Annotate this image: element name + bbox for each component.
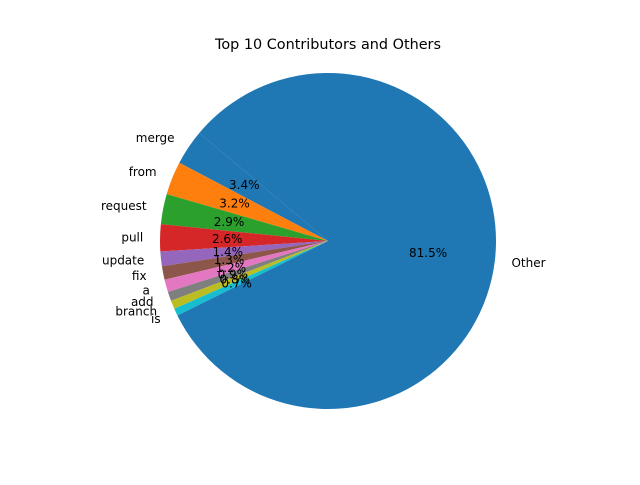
- pie-slice-pull: [159, 224, 328, 252]
- slice-label-request: request: [101, 199, 147, 213]
- slice-label-from: from: [129, 165, 157, 179]
- pct-label-branch: 0.8%: [220, 272, 251, 286]
- slice-label-update: update: [102, 254, 144, 268]
- pct-label-a: 1.2%: [216, 261, 247, 275]
- pie-slice-is: [174, 241, 328, 316]
- pie-slice-request: [160, 194, 328, 241]
- pie-slice-fix: [161, 241, 328, 280]
- slice-label-merge: merge: [136, 131, 175, 145]
- pct-label-is: 0.7%: [221, 277, 252, 291]
- pct-label-request: 2.9%: [214, 215, 245, 229]
- pie-labels: merge 3.4% from 3.2% request 2.9% pull 2.6% upda…: [101, 131, 546, 326]
- pct-label-from: 3.2%: [219, 196, 250, 210]
- slice-label-pull: pull: [121, 231, 143, 245]
- pct-label-pull: 2.6%: [212, 232, 243, 246]
- pie-slice-other: [177, 72, 496, 409]
- slice-label-other: Other: [511, 256, 545, 270]
- slice-label-fix: fix: [132, 269, 147, 283]
- pct-label-fix: 1.3%: [214, 253, 245, 267]
- pct-label-other: 81.5%: [409, 246, 447, 260]
- pct-label-merge: 3.4%: [229, 178, 260, 192]
- pie-slice-branch: [171, 241, 328, 309]
- pct-label-update: 1.4%: [213, 245, 244, 259]
- slice-label-is: is: [151, 312, 161, 326]
- pie-slice-merge: [179, 133, 328, 241]
- pie-slices: [159, 72, 496, 409]
- pie-slice-from: [166, 162, 328, 241]
- pie-slice-a: [164, 241, 328, 292]
- slice-label-add: add: [131, 295, 154, 309]
- pie-slice-update: [160, 241, 328, 267]
- pie-slice-add: [167, 241, 328, 301]
- pct-label-add: 0.9%: [218, 267, 249, 281]
- slice-label-a: a: [143, 283, 150, 297]
- slice-label-branch: branch: [115, 304, 157, 318]
- chart-title: Top 10 Contributors and Others: [214, 37, 441, 53]
